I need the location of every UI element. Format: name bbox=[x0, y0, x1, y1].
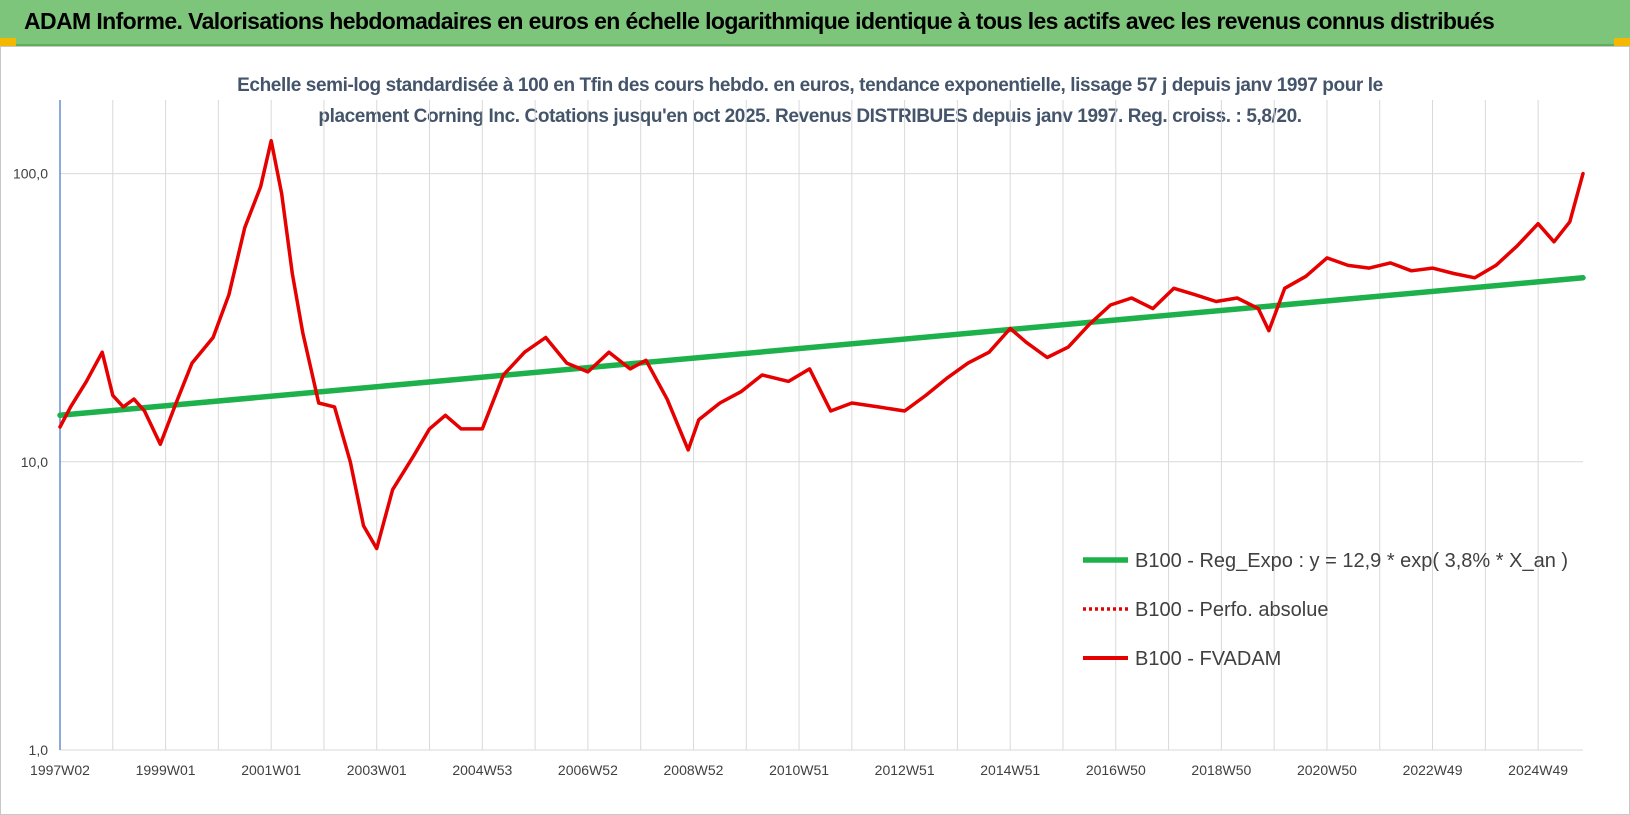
series-layer bbox=[57, 138, 1586, 551]
fvadam-line bbox=[58, 138, 1585, 551]
y-tick-labels: 1,0 10,0 100,0 bbox=[13, 166, 48, 758]
header-bar: ADAM Informe. Valorisations hebdomadaire… bbox=[0, 0, 1630, 46]
chart-title-line-2: placement Corning Inc. Cotations jusqu'e… bbox=[318, 106, 1302, 127]
x-tick-labels: 1997W02 1999W01 2001W01 2003W01 2004W53 2006W… bbox=[30, 762, 1568, 778]
x-tick-label: 2003W01 bbox=[347, 762, 407, 778]
y-gridlines bbox=[60, 173, 1583, 751]
x-tick-label: 2020W50 bbox=[1297, 762, 1357, 778]
x-tick-label: 2006W52 bbox=[558, 762, 618, 778]
x-tick-label: 2012W51 bbox=[875, 762, 935, 778]
chart-title-line-1: Echelle semi-log standardisée à 100 en T… bbox=[237, 75, 1383, 96]
page-title: ADAM Informe. Valorisations hebdomadaire… bbox=[24, 8, 1495, 34]
y-tick-label: 10,0 bbox=[21, 454, 48, 470]
legend: B100 - Reg_Expo : y = 12,9 * exp( 3,8% *… bbox=[1083, 550, 1568, 670]
chart-title: Echelle semi-log standardisée à 100 en T… bbox=[230, 70, 1390, 132]
corner-accent-top-left bbox=[0, 38, 16, 46]
corner-accent-top-right bbox=[1614, 38, 1630, 46]
y-tick-label: 1,0 bbox=[29, 742, 49, 758]
x-tick-label: 2018W50 bbox=[1191, 762, 1251, 778]
legend-label: B100 - FVADAM bbox=[1135, 648, 1281, 670]
x-tick-label: 2004W53 bbox=[452, 762, 512, 778]
x-tick-label: 2010W51 bbox=[769, 762, 829, 778]
regression-line bbox=[57, 275, 1586, 419]
x-tick-label: 2016W50 bbox=[1086, 762, 1146, 778]
legend-label: B100 - Reg_Expo : y = 12,9 * exp( 3,8% *… bbox=[1135, 550, 1568, 572]
x-tick-label: 1999W01 bbox=[136, 762, 196, 778]
x-gridlines bbox=[59, 100, 1539, 750]
x-tick-label: 2001W01 bbox=[241, 762, 301, 778]
y-tick-label: 100,0 bbox=[13, 166, 48, 182]
x-tick-label: 2008W52 bbox=[664, 762, 724, 778]
legend-label: B100 - Perfo. absolue bbox=[1135, 599, 1328, 621]
x-tick-label: 2024W49 bbox=[1508, 762, 1568, 778]
x-tick-label: 2014W51 bbox=[980, 762, 1040, 778]
x-tick-label: 2022W49 bbox=[1403, 762, 1463, 778]
x-tick-label: 1997W02 bbox=[30, 762, 90, 778]
